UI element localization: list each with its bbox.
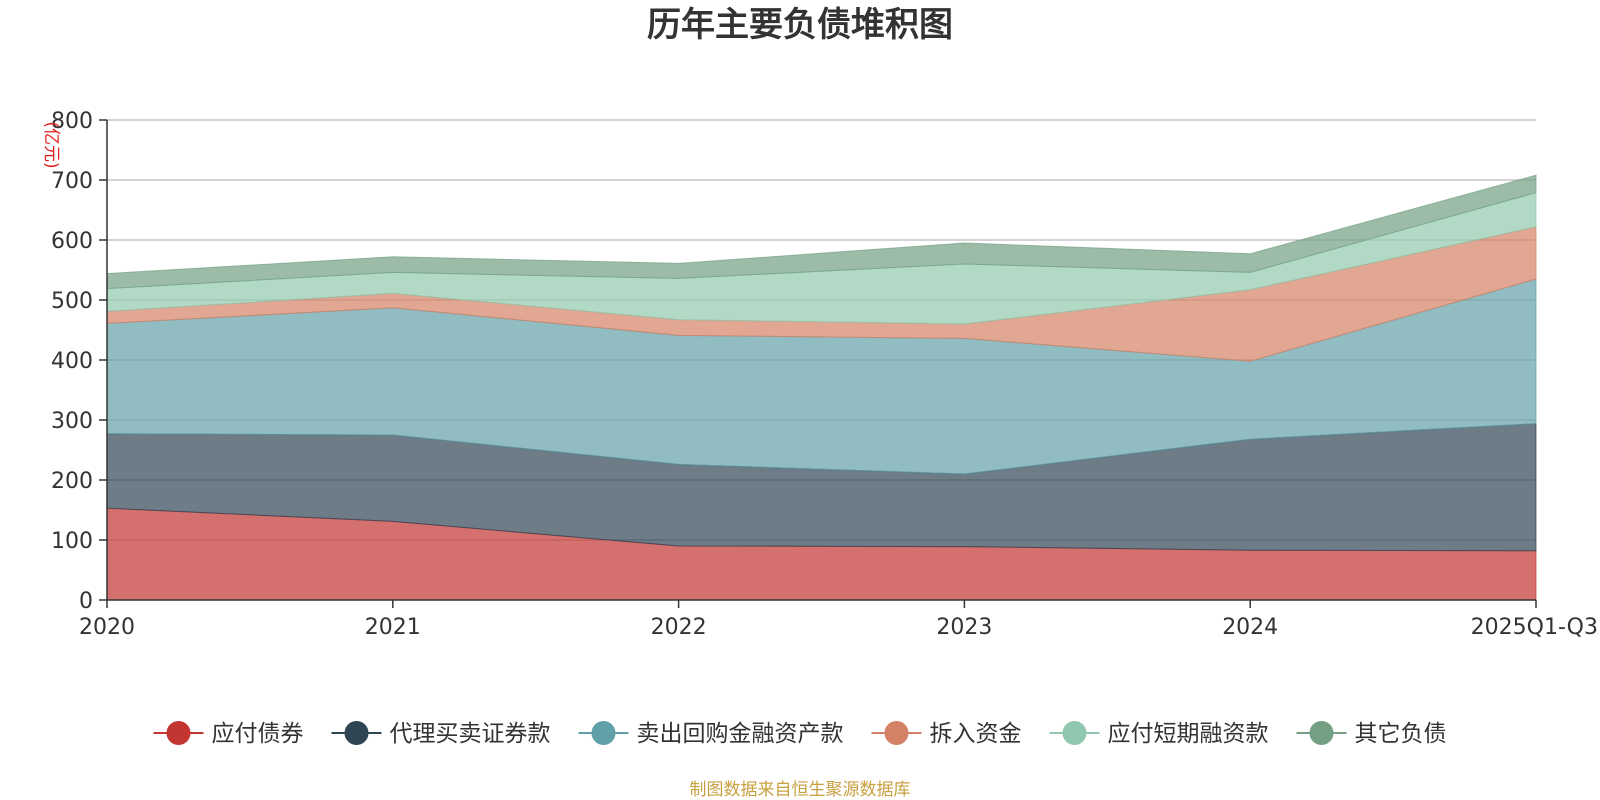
y-tick-label: 200: [51, 469, 93, 494]
legend-circle-icon: [1062, 721, 1087, 745]
legend-item-3[interactable]: 拆入资金: [871, 721, 1022, 747]
y-tick-label: 100: [51, 529, 93, 554]
legend-label: 卖出回购金融资产款: [637, 721, 844, 747]
y-tick-label: 700: [51, 169, 93, 194]
legend-item-5[interactable]: 其它负债: [1296, 721, 1447, 747]
legend-label: 其它负债: [1355, 721, 1447, 747]
legend-item-0[interactable]: 应付债券: [153, 721, 304, 747]
y-tick-label: 500: [51, 289, 93, 314]
legend-circle-icon: [884, 721, 909, 745]
axis-layer: 0 100 200 300 400 500 600 700 800 2020 2021 2022 202…: [51, 109, 1598, 640]
y-axis-unit: (亿元): [41, 121, 61, 168]
legend-label: 拆入资金: [930, 721, 1022, 747]
legend-circle-icon: [1309, 721, 1334, 745]
area-series-5: [106, 174, 1537, 290]
legend-label: 应付债券: [212, 721, 304, 747]
legend-circle-icon: [344, 721, 369, 745]
x-tick-label: 2022: [651, 615, 707, 640]
x-tick-label: 2021: [365, 615, 421, 640]
y-tick-label: 300: [51, 409, 93, 434]
x-tick-label: 2020: [79, 615, 135, 640]
legend-circle-icon: [166, 721, 191, 745]
legend-circle-icon: [591, 721, 616, 745]
x-tick-label: 2023: [936, 615, 992, 640]
legend-item-4[interactable]: 应付短期融资款: [1049, 721, 1269, 747]
chart-title: 历年主要负债堆积图: [647, 5, 953, 45]
y-tick-label: 0: [79, 589, 93, 614]
legend-item-2[interactable]: 卖出回购金融资产款: [578, 721, 844, 747]
data-source-note: 制图数据来自恒生聚源数据库: [690, 780, 911, 800]
x-tick-label: 2025Q1-Q3: [1471, 615, 1598, 640]
legend: 应付债券 代理买卖证券款 卖出回购金融资产款 拆入资金 应付短期融资款 其它负债: [153, 721, 1447, 747]
y-tick-label: 600: [51, 229, 93, 254]
x-tick-label: 2024: [1222, 615, 1278, 640]
area-layer: [106, 174, 1537, 601]
legend-item-1[interactable]: 代理买卖证券款: [331, 721, 551, 747]
y-tick-label: 800: [51, 109, 93, 134]
legend-label: 应付短期融资款: [1108, 721, 1269, 747]
legend-label: 代理买卖证券款: [390, 721, 551, 747]
y-tick-label: 400: [51, 349, 93, 374]
